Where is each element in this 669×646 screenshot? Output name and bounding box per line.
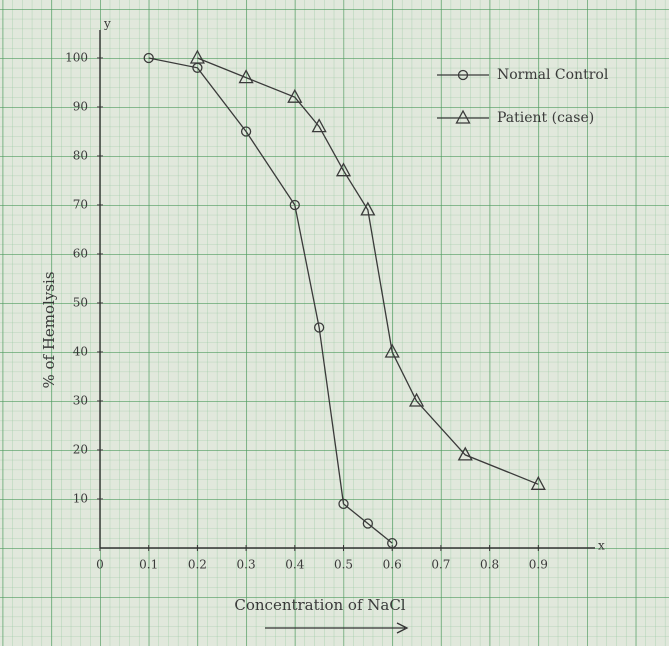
x-tick-label: 0.1	[139, 558, 158, 572]
x-axis-arrow	[265, 622, 409, 634]
x-tick-label: 0.5	[334, 558, 353, 572]
legend-entry: Patient (case)	[437, 109, 594, 126]
circle-marker	[240, 126, 252, 137]
y-tick-label: 10	[73, 492, 88, 506]
y-tick-label: 30	[73, 394, 88, 408]
x-tick-label: 0.2	[188, 558, 207, 572]
y-tick-label: 40	[73, 345, 88, 359]
legend-label: Patient (case)	[497, 110, 594, 126]
x-tick-label: 0.3	[237, 558, 256, 572]
triangle-marker	[311, 118, 327, 133]
triangle-marker	[530, 475, 546, 490]
x-tick-label: 0.4	[285, 558, 304, 572]
legend-label: Normal Control	[497, 67, 609, 83]
triangle-marker	[335, 162, 352, 177]
x-tick-label: 0	[96, 558, 104, 572]
x-tick-label: 0.9	[529, 558, 548, 572]
legend-marker	[457, 69, 469, 81]
triangle-marker	[189, 49, 205, 64]
series-line	[197, 57, 539, 485]
y-tick-label: 90	[73, 100, 88, 114]
x-tick-label: 0.8	[480, 558, 499, 572]
triangle-marker	[384, 343, 400, 358]
series-line	[148, 57, 393, 544]
y-tick-label: 70	[73, 198, 88, 212]
triangle-marker	[238, 69, 254, 84]
triangle-marker	[287, 88, 303, 103]
y-axis-label: % of Hemolysis	[40, 271, 58, 388]
circle-marker	[313, 322, 325, 333]
triangle-marker	[457, 446, 473, 461]
x-axis-letter: x	[598, 539, 605, 553]
y-tick-label: 20	[73, 443, 88, 457]
x-tick-label: 0.6	[383, 558, 402, 572]
circle-marker	[289, 199, 300, 211]
plot-area: 0 0.1 0.2 0.3 0.4 0.5 0.6 0.7 0.8 0.9 10 20 30 40 50 60…	[65, 49, 609, 572]
y-tick-label: 80	[73, 149, 88, 163]
legend-entry: Normal Control	[437, 67, 609, 83]
circle-marker	[143, 52, 154, 64]
circle-marker	[362, 518, 374, 529]
y-tick-label: 60	[73, 247, 88, 261]
legend-marker	[455, 109, 471, 124]
y-tick-label: 100	[65, 51, 88, 65]
x-axis-label: Concentration of NaCl	[234, 596, 405, 614]
circle-marker	[338, 498, 349, 510]
circle-marker	[387, 537, 398, 549]
triangle-marker	[360, 201, 376, 216]
triangle-marker	[408, 392, 425, 407]
x-tick-label: 0.7	[431, 558, 450, 572]
y-axis-letter: y	[103, 17, 111, 31]
y-tick-label: 50	[73, 296, 88, 310]
